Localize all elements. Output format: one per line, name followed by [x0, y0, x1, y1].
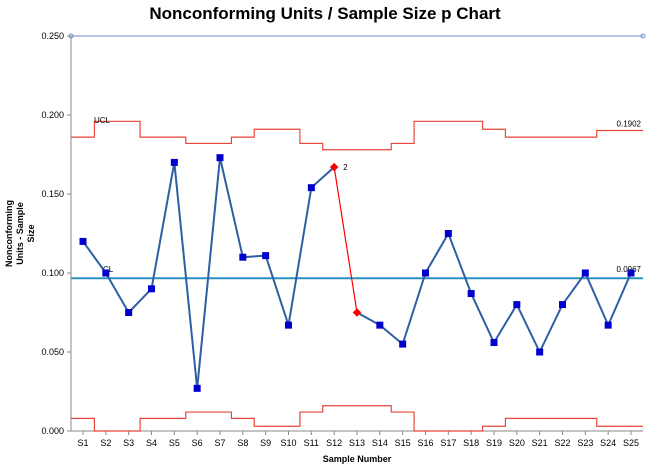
y-tick-label: 0.050	[41, 347, 64, 357]
y-tick-label: 0.000	[41, 426, 64, 436]
series-line-segment	[173, 162, 199, 389]
y-axis-title-line: Units - Sample	[15, 202, 25, 265]
x-tick-label: S22	[554, 438, 570, 448]
x-axis-title: Sample Number	[323, 454, 392, 464]
data-point	[559, 301, 566, 309]
data-point	[581, 269, 589, 277]
series-line-segment	[561, 272, 587, 306]
data-point	[444, 230, 452, 237]
point-annotation: 2	[343, 163, 348, 172]
data-point	[307, 184, 315, 192]
series-line-segment	[379, 324, 404, 345]
x-tick-label: S11	[304, 438, 319, 448]
x-tick-label: S16	[417, 438, 433, 448]
series-line-segment	[219, 157, 244, 258]
data-point	[513, 301, 521, 309]
ucl-line	[71, 120, 643, 151]
x-tick-label: S18	[463, 438, 479, 448]
series-line-segment	[242, 254, 266, 259]
x-tick-label: S5	[169, 438, 180, 448]
data-point	[102, 269, 110, 277]
out-of-control-segment	[333, 167, 358, 313]
x-tick-label: S23	[577, 438, 593, 448]
data-point	[627, 269, 635, 277]
y-tick-label: 0.150	[41, 189, 64, 199]
series-line-segment	[82, 240, 107, 274]
out-of-control-point	[352, 308, 362, 317]
x-tick-label: S7	[214, 438, 225, 448]
data-point	[422, 269, 429, 277]
out-of-control-point	[329, 162, 339, 172]
y-tick-label: 0.100	[41, 268, 64, 278]
ucl-label: UCL	[94, 116, 111, 125]
data-point	[216, 154, 224, 162]
series-line-segment	[493, 304, 518, 344]
x-tick-label: S20	[509, 438, 525, 448]
y-tick-label: 0.200	[41, 110, 64, 120]
x-tick-label: S6	[192, 438, 203, 448]
series-line-segment	[264, 255, 290, 326]
data-point	[148, 285, 155, 293]
x-tick-label: S12	[326, 438, 342, 448]
data-point	[285, 321, 292, 329]
data-point	[193, 384, 201, 392]
y-axis-title-line: Nonconforming	[4, 200, 14, 267]
x-tick-label: S25	[623, 438, 639, 448]
series-line-segment	[310, 166, 335, 189]
top-line-marker	[68, 33, 74, 39]
x-tick-label: S8	[237, 438, 248, 448]
data-point	[79, 237, 87, 245]
series-line-segment	[447, 233, 473, 294]
y-axis-title: NonconformingUnits - SampleSize	[4, 200, 36, 267]
data-point	[376, 321, 384, 329]
data-point	[239, 253, 247, 261]
top-line-marker	[640, 33, 646, 39]
x-tick-label: S17	[440, 438, 456, 448]
x-tick-label: S19	[486, 438, 502, 448]
lcl-line	[71, 405, 643, 432]
series-line-segment	[150, 162, 176, 289]
x-tick-label: S4	[146, 438, 157, 448]
x-tick-label: S9	[260, 438, 271, 448]
x-tick-label: S13	[349, 438, 365, 448]
series-line-segment	[196, 157, 221, 389]
data-point	[604, 321, 612, 329]
series-line-segment	[356, 311, 381, 327]
data-point	[170, 158, 178, 166]
series-line-segment	[401, 272, 427, 345]
data-point	[536, 348, 544, 356]
data-point	[467, 290, 475, 298]
x-tick-label: S24	[600, 438, 616, 448]
ucl-value-label: 0.1902	[617, 119, 642, 128]
x-tick-label: S1	[77, 438, 88, 448]
y-tick-label: 0.250	[41, 31, 64, 41]
chart-title: Nonconforming Units / Sample Size p Char…	[149, 4, 501, 23]
x-tick-label: S14	[372, 438, 388, 448]
x-tick-label: S3	[123, 438, 134, 448]
data-point	[490, 339, 498, 347]
series-line-segment	[584, 272, 610, 326]
data-point	[399, 340, 407, 348]
x-tick-label: S10	[280, 438, 296, 448]
y-axis-title-line: Size	[26, 224, 36, 242]
series-line-segment	[127, 288, 153, 314]
x-tick-label: S2	[100, 438, 111, 448]
x-tick-label: S15	[395, 438, 411, 448]
series-line-segment	[538, 304, 564, 353]
data-point	[125, 309, 133, 316]
series-line-segment	[104, 272, 130, 314]
series-line-segment	[424, 232, 450, 274]
series-line-segment	[470, 293, 495, 343]
series-line-segment	[515, 304, 541, 353]
series-line-segment	[607, 272, 632, 326]
x-tick-label: S21	[532, 438, 548, 448]
series-line-segment	[287, 187, 313, 326]
data-point	[262, 252, 270, 260]
